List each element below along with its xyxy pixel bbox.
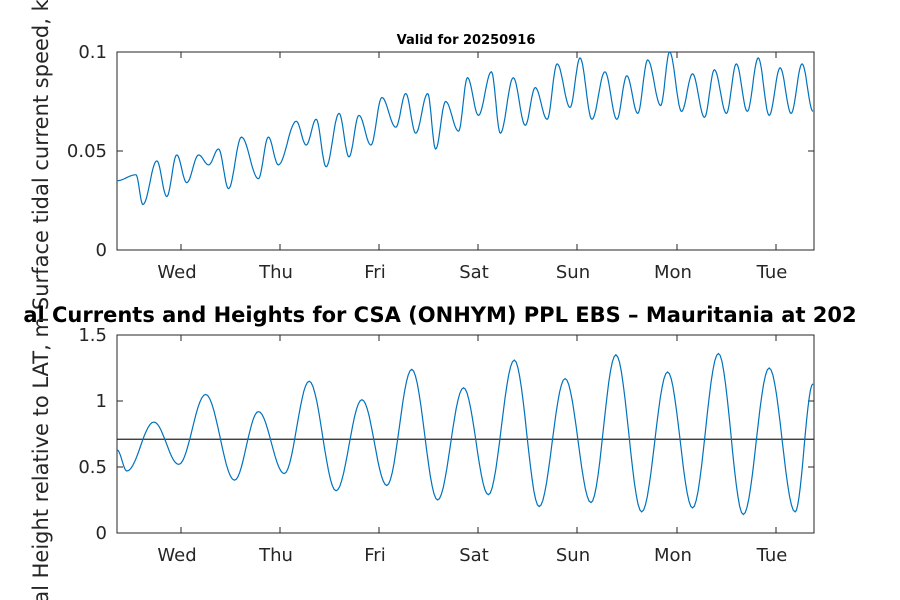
y-tick-label: 0 [96, 523, 107, 544]
x-tick-label: Thu [258, 262, 293, 283]
x-tick-label: Wed [157, 545, 196, 566]
current-speed-y-axis-label: Surface tidal current speed, kn [29, 0, 53, 310]
x-tick-label: Wed [157, 262, 196, 283]
x-tick-label: Tue [756, 262, 788, 283]
tidal-height-series-line [116, 352, 814, 516]
tidal-height-y-axis-label: idal Height relative to LAT, m [29, 317, 53, 600]
x-tick-label: Sat [459, 262, 489, 283]
x-tick-label: Sun [556, 545, 590, 566]
x-tick-label: Fri [364, 262, 385, 283]
y-tick-label: 0 [96, 240, 107, 261]
y-tick-label: 1.5 [78, 325, 107, 346]
x-tick-label: Sun [556, 262, 590, 283]
tidal-height-panel: al Currents and Heights for CSA (ONHYM) … [23, 303, 856, 600]
current-speed-title: Valid for 20250916 [397, 33, 536, 48]
current-speed-series-line [116, 51, 814, 206]
tidal-height-title: al Currents and Heights for CSA (ONHYM) … [23, 303, 856, 327]
x-tick-label: Thu [258, 545, 293, 566]
y-tick-label: 0.1 [78, 42, 107, 63]
x-tick-label: Mon [654, 545, 692, 566]
x-tick-label: Mon [654, 262, 692, 283]
x-tick-label: Fri [364, 545, 385, 566]
tidal-height-plot-area [116, 334, 815, 534]
y-tick-label: 0.5 [78, 457, 107, 478]
x-tick-label: Tue [756, 545, 788, 566]
y-tick-label: 1 [96, 391, 107, 412]
x-tick-label: Sat [459, 545, 489, 566]
current-speed-panel: Valid for 20250916 Surface tidal current… [29, 0, 815, 310]
y-tick-label: 0.05 [67, 141, 107, 162]
